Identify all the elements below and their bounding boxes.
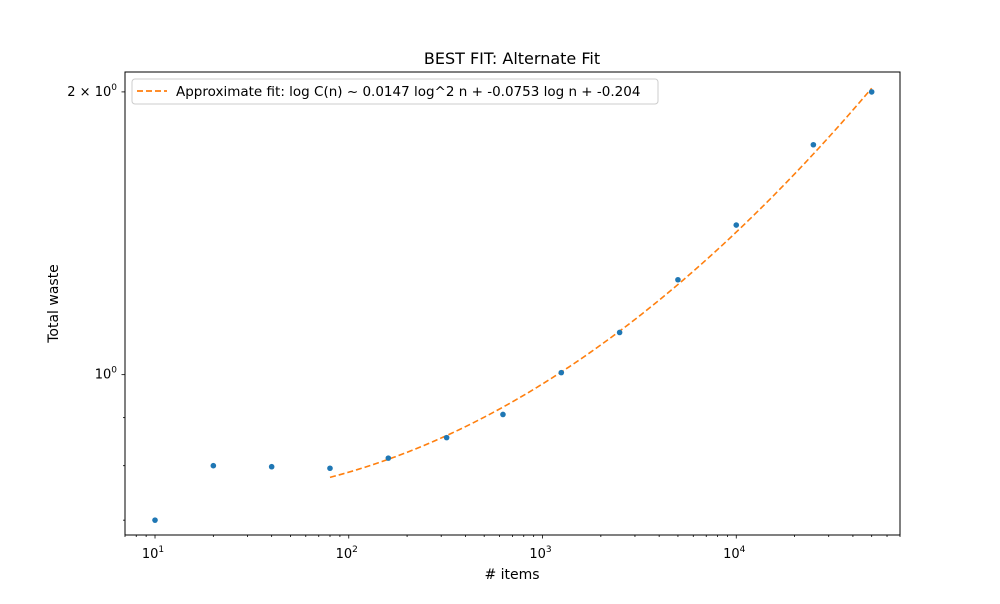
legend: Approximate fit: log C(n) ~ 0.0147 log^2… (131, 78, 659, 105)
data-point (152, 517, 158, 523)
data-point (500, 411, 506, 418)
x-tick-label: 102 (336, 545, 358, 562)
legend-fit-label: Approximate fit: log C(n) ~ 0.0147 log^2… (176, 84, 640, 100)
y-tick-label: 2 × 100 (67, 83, 117, 100)
y-axis-ticks: 100 2 × 100 (67, 83, 125, 521)
chart-title: BEST FIT: Alternate Fit (424, 49, 600, 68)
plot-frame (124, 71, 901, 536)
x-tick-label: 104 (723, 545, 746, 562)
data-point (616, 329, 623, 336)
fit-line (329, 87, 873, 479)
x-axis-label: # items (484, 567, 539, 583)
data-point (675, 276, 681, 283)
data-point (733, 222, 740, 228)
data-point (385, 455, 392, 461)
data-point (558, 369, 565, 376)
x-tick-label: 101 (142, 545, 164, 562)
data-point (868, 89, 875, 95)
y-tick-label: 100 (95, 366, 118, 383)
data-point (210, 462, 217, 469)
data-point (327, 465, 333, 472)
legend-box (131, 78, 659, 105)
x-tick-label: 103 (529, 545, 551, 562)
x-axis-ticks: 101 102 103 104 (124, 535, 901, 562)
data-point (443, 434, 450, 441)
plot-area (152, 87, 875, 523)
y-axis-label: Total waste (46, 264, 62, 344)
data-point (810, 141, 817, 148)
data-point (268, 463, 275, 470)
